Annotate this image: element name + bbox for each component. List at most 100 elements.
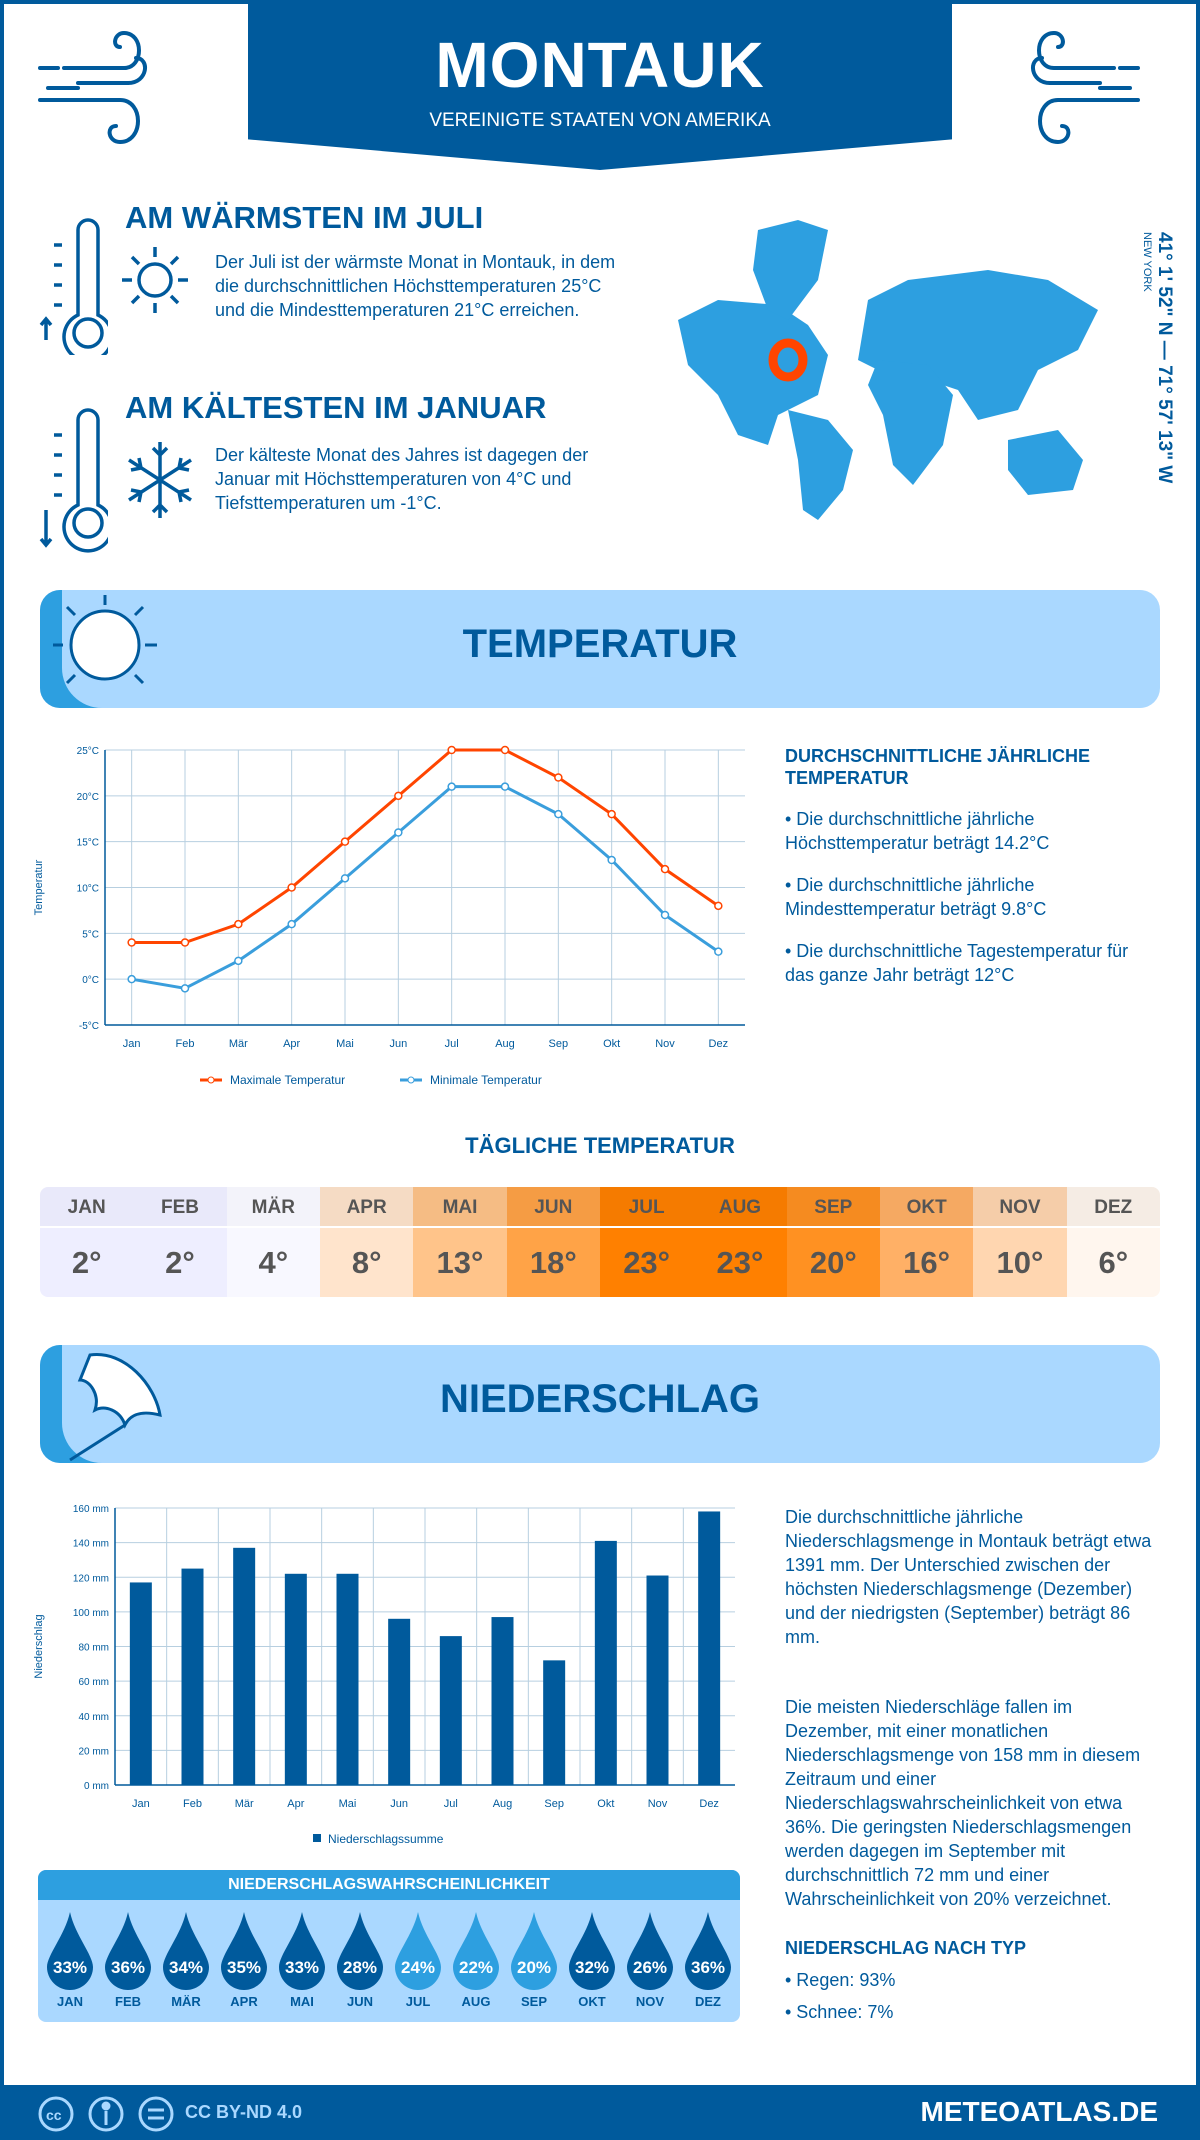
bar bbox=[129, 1582, 152, 1785]
daily-month: JUL bbox=[599, 1187, 694, 1228]
daily-month: NOV bbox=[973, 1187, 1067, 1228]
page-title: MONTAUK bbox=[435, 29, 765, 101]
series-line bbox=[131, 785, 720, 990]
daily-month: DEZ bbox=[1066, 1187, 1160, 1228]
data-point bbox=[127, 974, 136, 984]
data-point bbox=[714, 901, 723, 911]
data-point bbox=[554, 809, 563, 819]
data-point bbox=[660, 910, 670, 920]
x-tick-label: Okt bbox=[603, 1038, 620, 1050]
license-icons: cc bbox=[38, 2096, 174, 2132]
probability-value: 26% bbox=[633, 1958, 667, 1977]
cc-icon bbox=[38, 2096, 74, 2132]
x-tick-label: Apr bbox=[287, 1798, 304, 1810]
no-derivatives-icon bbox=[138, 2096, 174, 2132]
probability-month: FEB bbox=[115, 1994, 141, 2009]
probability-feb: 36% FEB bbox=[99, 1900, 157, 2009]
x-tick-label: Mai bbox=[339, 1798, 357, 1810]
location-marker bbox=[768, 338, 808, 382]
daily-value: 13° bbox=[436, 1244, 484, 1280]
raindrop-icon: 33% bbox=[279, 1912, 325, 1990]
temperature-summary-title: DURCHSCHNITTLICHE JÄHRLICHE TEMPERATUR bbox=[785, 746, 1090, 788]
legend-label: Minimale Temperatur bbox=[430, 1073, 542, 1087]
daily-month: MÄR bbox=[226, 1187, 320, 1228]
daily-temp-jan: JAN 2° bbox=[40, 1187, 134, 1297]
probability-okt: 32% OKT bbox=[563, 1900, 621, 2009]
data-point bbox=[394, 828, 403, 837]
raindrop-icon: 22% bbox=[453, 1912, 499, 1990]
probability-sep: 20% SEP bbox=[505, 1900, 563, 2009]
y-tick-label: 10°C bbox=[77, 884, 99, 895]
probability-value: 33% bbox=[53, 1958, 87, 1977]
bar bbox=[284, 1573, 307, 1785]
probability-month: SEP bbox=[520, 1994, 547, 2009]
snowflake-icon bbox=[128, 442, 192, 518]
probability-jan: 33% JAN bbox=[41, 1900, 99, 2009]
data-point bbox=[287, 919, 296, 929]
bar bbox=[698, 1511, 721, 1785]
data-point bbox=[287, 883, 296, 892]
y-tick-label: 5°C bbox=[82, 929, 99, 940]
wind-icon-right bbox=[1031, 30, 1140, 145]
coordinates-text: 41° 1' 52" N — 71° 57' 13" W bbox=[1154, 232, 1175, 484]
data-point bbox=[607, 855, 616, 865]
y-tick-label: 15°C bbox=[77, 838, 99, 849]
y-tick-label: -5°C bbox=[79, 1021, 99, 1032]
attribution-icon bbox=[88, 2096, 124, 2132]
x-tick-label: Feb bbox=[183, 1798, 202, 1810]
probability-month: DEZ bbox=[695, 1994, 721, 2009]
x-tick-label: Dez bbox=[709, 1038, 729, 1050]
data-point bbox=[394, 791, 403, 801]
precipitation-text-1: Die durchschnittliche jährliche Niedersc… bbox=[785, 1507, 1152, 1647]
brand-link[interactable]: METEOATLAS.DE bbox=[920, 2096, 1158, 2127]
x-tick-label: Jul bbox=[445, 1038, 459, 1050]
legend-swatch bbox=[313, 1834, 321, 1842]
y-axis-label: Niederschlag bbox=[33, 1614, 45, 1678]
daily-temp-sep: SEP 20° bbox=[786, 1187, 880, 1297]
daily-value: 4° bbox=[258, 1244, 289, 1280]
probability-title: NIEDERSCHLAGSWAHRSCHEINLICHKEIT bbox=[38, 1870, 740, 1900]
warmest-text: Der Juli ist der wärmste Monat in Montau… bbox=[215, 252, 616, 320]
precip-type-title: NIEDERSCHLAG NACH TYP bbox=[785, 1938, 1027, 1958]
bar bbox=[594, 1540, 617, 1785]
daily-month: FEB bbox=[133, 1187, 227, 1228]
probability-value: 24% bbox=[401, 1958, 435, 1977]
data-point bbox=[340, 874, 350, 883]
probability-drops: 33% JAN 36% FEB 34% MÄR 35% APR 33% MAI 28% JUN 24% J… bbox=[38, 1900, 740, 2009]
daily-temp-aug: AUG 23° bbox=[693, 1187, 787, 1297]
daily-month: AUG bbox=[693, 1187, 787, 1228]
daily-value: 2° bbox=[71, 1244, 102, 1280]
probability-value: 20% bbox=[517, 1958, 551, 1977]
y-axis-label: Temperatur bbox=[33, 859, 45, 915]
daily-month: JAN bbox=[40, 1187, 134, 1228]
daily-temp-dez: DEZ 6° bbox=[1066, 1187, 1160, 1297]
probability-month: JUN bbox=[346, 1994, 373, 2009]
data-point bbox=[180, 938, 190, 947]
raindrop-icon: 28% bbox=[337, 1912, 383, 1990]
warmest-heading: AM WÄRMSTEN IM JULI bbox=[125, 200, 484, 235]
daily-value: 20° bbox=[809, 1244, 857, 1280]
daily-value: 23° bbox=[716, 1244, 764, 1280]
y-tick-label: 140 mm bbox=[73, 1539, 109, 1550]
daily-temp-jun: JUN 18° bbox=[506, 1187, 600, 1297]
x-tick-label: Okt bbox=[597, 1798, 614, 1810]
data-point bbox=[180, 984, 190, 993]
coldest-heading: AM KÄLTESTEN IM JANUAR bbox=[125, 390, 547, 425]
x-tick-label: Aug bbox=[495, 1038, 515, 1050]
probability-dez: 36% DEZ bbox=[679, 1900, 737, 2009]
probability-value: 33% bbox=[285, 1958, 319, 1977]
x-tick-label: Sep bbox=[544, 1798, 564, 1810]
daily-value: 18° bbox=[529, 1244, 577, 1280]
x-tick-label: Jan bbox=[132, 1798, 150, 1810]
probability-month: MÄR bbox=[171, 1994, 201, 2009]
probability-month: NOV bbox=[635, 1994, 665, 2009]
precip-type-snow: • Schnee: 7% bbox=[785, 2002, 894, 2022]
x-tick-label: Dez bbox=[699, 1798, 719, 1810]
wind-icon bbox=[38, 30, 147, 145]
probability-month: APR bbox=[230, 1994, 258, 2009]
y-tick-label: 60 mm bbox=[78, 1677, 109, 1688]
raindrop-icon: 35% bbox=[221, 1912, 267, 1990]
precipitation-title: NIEDERSCHLAG bbox=[439, 1377, 761, 1421]
x-tick-label: Sep bbox=[549, 1038, 569, 1050]
data-point bbox=[447, 782, 456, 791]
